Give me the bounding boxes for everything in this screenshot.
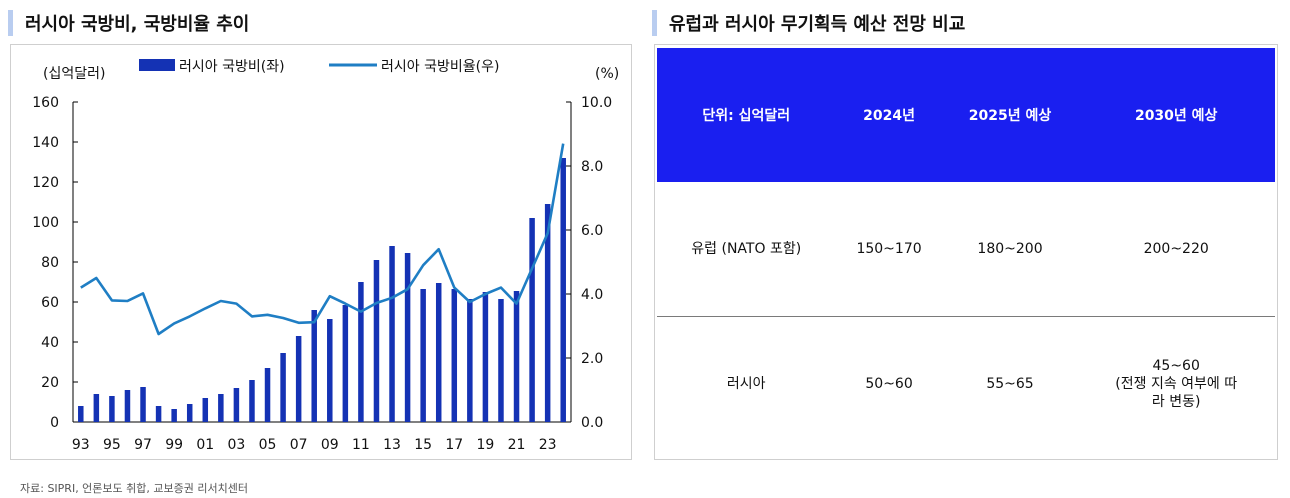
x-tick-label: 97: [134, 437, 152, 453]
chart-title: 러시아 국방비, 국방비율 추이: [25, 14, 250, 35]
spending-bar: [389, 246, 395, 422]
x-tick-label: 17: [445, 437, 463, 453]
left-tick-label: 120: [32, 175, 59, 191]
spending-bar: [404, 253, 411, 422]
spending-bar: [451, 289, 458, 422]
x-tick-label: 03: [227, 437, 245, 453]
left-tick-label: 100: [32, 215, 59, 231]
header-unit: 단위: 십억달러: [657, 48, 836, 182]
spending-bar: [124, 390, 131, 422]
spending-bar: [435, 283, 442, 422]
combo-chart: 0 20 40 60 80 100 120 140 160 0.0 2.0 4.0 6.0 8.0 10.0…: [32, 59, 619, 453]
cell-value: 180~200: [977, 241, 1043, 257]
x-tick-label: 07: [290, 437, 308, 453]
ratio-line: [80, 143, 565, 336]
source-note: 자료: SIPRI, 언론보도 취합, 교보증권 리서치센터: [20, 482, 248, 495]
spending-bar: [109, 396, 115, 422]
x-tick-label: 95: [103, 437, 121, 453]
left-unit-label: (십억달러): [43, 66, 105, 82]
spending-bar: [467, 299, 473, 422]
spending-bar: [78, 406, 84, 422]
left-title-bar: 러시아 국방비, 국방비율 추이: [8, 8, 249, 38]
spending-bar: [373, 260, 380, 422]
cell-value: 45~60 (전쟁 지속 여부에 따 라 변동): [1077, 316, 1275, 451]
spending-bar: [218, 394, 224, 422]
cell-value: 200~220: [1143, 241, 1209, 257]
x-tick-label: 19: [476, 437, 494, 453]
cell-value: 55~65: [942, 316, 1078, 451]
spending-bar: [544, 204, 551, 422]
header-2024: 2024년: [835, 48, 943, 182]
x-tick-label: 01: [196, 437, 214, 453]
spending-bar: [93, 394, 100, 422]
legend-bar-label: 러시아 국방비(좌): [179, 59, 285, 75]
spending-bar: [202, 398, 209, 422]
title-accent: [8, 10, 13, 36]
spending-bar: [498, 299, 504, 422]
spending-bar: [264, 368, 271, 422]
spending-bar: [529, 218, 535, 422]
spending-bar: [249, 380, 255, 422]
spending-bar: [186, 404, 193, 422]
spending-bar: [295, 336, 302, 422]
right-tick-label: 2.0: [581, 351, 603, 367]
spending-bar: [482, 292, 489, 422]
spending-bar: [560, 158, 566, 422]
left-tick-label: 20: [41, 375, 59, 391]
cell-value: 150~170: [856, 241, 922, 257]
spending-bar: [327, 319, 333, 422]
table-header-row: 단위: 십억달러 2024년 2025년 예상 2030년 예상: [657, 48, 1275, 182]
cell-value: 50~60: [835, 316, 943, 451]
header-2025: 2025년 예상: [942, 48, 1078, 182]
right-title-bar: 유럽과 러시아 무기획득 예산 전망 비교: [652, 8, 965, 38]
spending-bar: [311, 310, 317, 422]
budget-table: 단위: 십억달러 2024년 2025년 예상 2030년 예상 유럽 (NAT…: [657, 48, 1275, 451]
left-tick-label: 40: [41, 335, 59, 351]
x-tick-label: 13: [383, 437, 401, 453]
x-tick-label: 09: [321, 437, 339, 453]
x-tick-label: 99: [165, 437, 183, 453]
title-accent: [652, 10, 657, 36]
left-tick-label: 80: [41, 255, 59, 271]
right-tick-label: 4.0: [581, 287, 603, 303]
cell-region: 유럽 (NATO 포함): [691, 241, 802, 257]
spending-bar: [171, 409, 177, 422]
spending-bar: [155, 406, 162, 422]
x-tick-label: 15: [414, 437, 432, 453]
table-row: 유럽 (NATO 포함) 150~170 180~200 200~220: [657, 182, 1275, 317]
cell-region: 러시아: [657, 316, 836, 451]
x-tick-label: 21: [508, 437, 526, 453]
x-tick-label: 11: [352, 437, 370, 453]
spending-bar: [513, 291, 520, 422]
left-tick-label: 0: [50, 415, 59, 431]
table-panel: 단위: 십억달러 2024년 2025년 예상 2030년 예상 유럽 (NAT…: [654, 44, 1278, 460]
table-row: 러시아 50~60 55~65 45~60 (전쟁 지속 여부에 따 라 변동): [657, 316, 1275, 451]
spending-bar: [140, 387, 146, 422]
left-tick-label: 160: [32, 95, 59, 111]
table-title: 유럽과 러시아 무기획득 예산 전망 비교: [669, 14, 966, 35]
spending-bar: [280, 353, 286, 422]
chart-panel: 0 20 40 60 80 100 120 140 160 0.0 2.0 4.0 6.0 8.0 10.0…: [10, 44, 632, 460]
right-tick-label: 6.0: [581, 223, 603, 239]
right-tick-label: 0.0: [581, 415, 603, 431]
header-2030: 2030년 예상: [1077, 48, 1275, 182]
left-tick-label: 60: [41, 295, 59, 311]
x-tick-label: 05: [259, 437, 277, 453]
spending-bar: [420, 289, 426, 422]
left-tick-label: 140: [32, 135, 59, 151]
x-tick-label: 23: [539, 437, 557, 453]
right-tick-label: 10.0: [581, 95, 612, 111]
x-tick-label: 93: [72, 437, 90, 453]
legend-line-label: 러시아 국방비율(우): [381, 59, 499, 75]
legend-bar-swatch: [139, 59, 175, 71]
right-unit-label: (%): [595, 66, 619, 82]
spending-bar: [233, 388, 240, 422]
right-tick-label: 8.0: [581, 159, 603, 175]
spending-bar: [342, 305, 349, 422]
spending-bar: [358, 282, 364, 422]
